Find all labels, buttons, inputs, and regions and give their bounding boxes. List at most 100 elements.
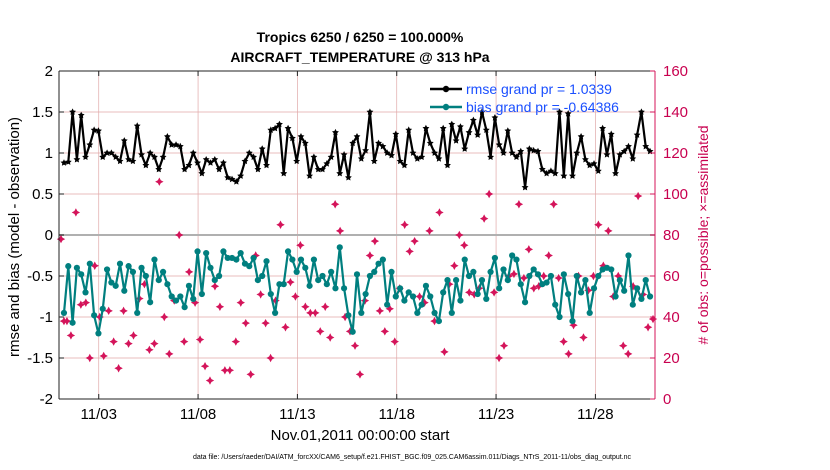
rmse-point: [422, 124, 430, 132]
obs-assimilated-marker: [623, 349, 633, 359]
bias-point: [621, 287, 628, 294]
rmse-point: [280, 169, 288, 177]
obs-assimilated-marker: [564, 349, 573, 359]
legend-bias-marker: [442, 103, 450, 111]
obs-assimilated-marker: [71, 208, 81, 217]
obs-assimilated-marker: [205, 376, 215, 385]
legend-rmse-label: rmse grand pr = 1.0339: [466, 81, 612, 97]
chart-title-line1: Tropics 6250 / 6250 = 100.000%: [257, 29, 464, 45]
y-axis-label: rmse and bias (model - observation): [6, 117, 23, 357]
rmse-point: [271, 124, 279, 132]
rmse-point: [276, 120, 283, 128]
bias-point: [91, 312, 98, 319]
rmse-point: [181, 165, 189, 173]
rmse-point: [301, 139, 309, 147]
rmse-point: [77, 111, 85, 119]
obs-assimilated-marker: [365, 251, 375, 260]
obs-assimilated-marker: [410, 236, 419, 246]
bias-point: [319, 272, 326, 280]
bias-point: [500, 266, 507, 273]
bias-point: [384, 301, 391, 308]
obs-assimilated-marker: [340, 312, 350, 322]
rmse-point: [517, 147, 525, 155]
y-right-tick-label: 140: [663, 104, 688, 121]
obs-assimilated-marker: [425, 226, 434, 236]
bias-point: [517, 281, 524, 288]
rmse-point: [345, 174, 352, 181]
bias-point: [625, 252, 632, 259]
bias-point: [340, 285, 348, 292]
obs-assimilated-marker: [261, 318, 270, 328]
rmse-point: [306, 172, 313, 179]
bias-point: [155, 277, 162, 284]
bias-point: [99, 305, 106, 312]
rmse-point: [370, 157, 378, 165]
rmse-point: [267, 126, 275, 133]
obs-assimilated-marker: [179, 337, 189, 346]
rmse-point: [112, 153, 120, 160]
obs-assimilated-marker: [155, 177, 164, 186]
bias-point: [203, 249, 210, 257]
obs-assimilated-marker: [62, 316, 72, 326]
obs-assimilated-marker: [321, 302, 330, 311]
obs-assimilated-marker: [499, 341, 509, 350]
obs-assimilated-marker: [524, 245, 534, 254]
bias-point: [375, 260, 382, 267]
obs-assimilated-marker: [470, 290, 479, 299]
obs-assimilated-marker: [215, 302, 225, 311]
bias-point: [349, 328, 356, 335]
y-tick-label: 2: [45, 63, 53, 80]
obs-assimilated-marker: [440, 347, 449, 357]
bias-point: [453, 277, 460, 284]
rmse-point: [254, 165, 262, 173]
bias-point: [534, 271, 542, 278]
rmse-point: [513, 153, 520, 160]
rmse-point: [534, 147, 542, 155]
rmse-point: [327, 153, 335, 160]
bias-point: [177, 293, 184, 300]
bias-point: [491, 254, 498, 262]
y-tick-label: 1.5: [32, 104, 53, 121]
bias-point: [530, 266, 537, 273]
rmse-point: [409, 149, 417, 156]
bias-point: [159, 268, 167, 275]
rmse-point: [469, 116, 477, 124]
bias-point: [440, 289, 447, 296]
bias-point: [65, 263, 72, 270]
rmse-point: [185, 161, 193, 169]
rmse-point: [155, 165, 163, 173]
rmse-point: [189, 149, 197, 156]
obs-assimilated-marker: [534, 282, 543, 291]
rmse-point: [599, 124, 607, 132]
obs-assimilated-marker: [174, 230, 184, 240]
rmse-point: [586, 161, 594, 169]
rmse-point: [129, 157, 137, 165]
bias-point: [457, 297, 464, 304]
rmse-point: [465, 128, 473, 136]
rmse-point: [198, 169, 206, 177]
obs-assimilated-marker: [109, 337, 118, 346]
obs-assimilated-marker: [415, 292, 424, 301]
obs-assimilated-marker: [286, 277, 295, 287]
rmse-point: [86, 141, 94, 148]
x-tick-label: 11/28: [577, 406, 613, 423]
obs-assimilated-marker: [633, 191, 643, 201]
bias-point: [181, 304, 188, 311]
obs-assimilated-marker: [539, 271, 548, 281]
obs-assimilated-marker: [85, 353, 94, 363]
bias-series: [60, 244, 654, 337]
obs-assimilated-marker: [195, 335, 205, 344]
bias-point: [336, 244, 343, 251]
rmse-point: [332, 128, 339, 136]
y-tick-label: 0.5: [32, 186, 53, 203]
obs-assimilated-marker: [584, 286, 593, 295]
rmse-point: [284, 124, 292, 132]
rmse-point: [323, 160, 331, 167]
rmse-series: [60, 108, 654, 191]
rmse-point: [340, 151, 348, 158]
bias-point: [405, 289, 412, 296]
bias-point: [396, 285, 404, 292]
rmse-point: [396, 157, 404, 165]
obs-assimilated-marker: [445, 280, 454, 289]
legend: rmse grand pr = 1.0339 bias grand pr = -…: [430, 81, 619, 115]
